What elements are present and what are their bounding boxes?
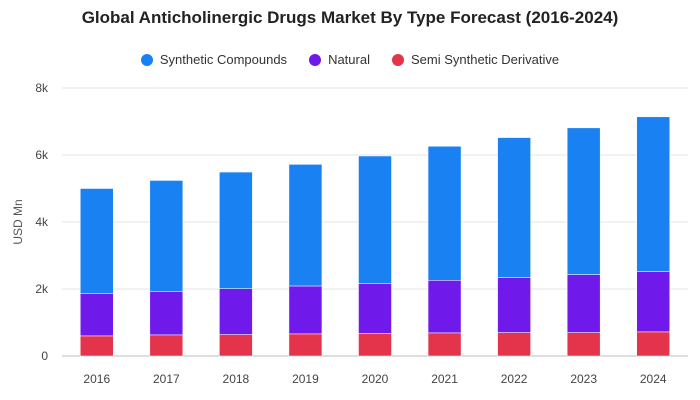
bar-segment-natural-2024[interactable] <box>636 271 670 333</box>
bar-segment-synthetic-compounds-2024[interactable] <box>636 116 670 272</box>
x-tick-label: 2023 <box>570 372 597 386</box>
y-tick-label: 8k <box>35 81 49 95</box>
bar-segment-natural-2018[interactable] <box>219 288 253 335</box>
bar-segment-synthetic-compounds-2022[interactable] <box>497 137 531 278</box>
bar-segment-natural-2021[interactable] <box>427 280 462 334</box>
bar-segment-synthetic-compounds-2016[interactable] <box>80 188 114 294</box>
chart-legend: Synthetic Compounds Natural Semi Synthet… <box>0 52 700 67</box>
y-axis-ticks: 0 2k 4k 6k 8k <box>35 81 49 363</box>
chart-title: Global Anticholinergic Drugs Market By T… <box>81 8 619 27</box>
legend-label-semi-synthetic-derivative: Semi Synthetic Derivative <box>410 52 560 67</box>
y-tick-label: 0 <box>41 349 48 363</box>
x-tick-label: 2022 <box>501 372 528 386</box>
x-tick-label: 2021 <box>431 372 458 386</box>
x-tick-label: 2019 <box>292 372 319 386</box>
bar-segment-natural-2022[interactable] <box>497 277 531 333</box>
bar-segment-synthetic-compounds-2020[interactable] <box>358 155 392 284</box>
bar-segment-natural-2019[interactable] <box>288 285 323 335</box>
bar-segment-natural-2020[interactable] <box>358 283 392 334</box>
bar-segment-semi-synthetic-derivative-2016[interactable] <box>80 335 114 357</box>
y-tick-label: 4k <box>35 215 49 229</box>
bar-segment-semi-synthetic-derivative-2021[interactable] <box>427 332 462 357</box>
x-tick-label: 2016 <box>83 372 110 386</box>
bar-segment-synthetic-compounds-2019[interactable] <box>288 164 323 287</box>
bar-segment-synthetic-compounds-2021[interactable] <box>427 146 462 281</box>
legend-item-semi-synthetic-derivative[interactable]: Semi Synthetic Derivative <box>391 52 560 67</box>
x-tick-label: 2024 <box>640 372 667 386</box>
x-tick-label: 2017 <box>153 372 180 386</box>
bar-segment-semi-synthetic-derivative-2024[interactable] <box>636 331 670 357</box>
bar-segment-synthetic-compounds-2018[interactable] <box>219 171 253 289</box>
legend-swatch-semi-synthetic-derivative <box>391 53 404 66</box>
y-axis-title: USD Mn <box>11 199 25 244</box>
x-axis-ticks: 2016 2017 2018 2019 2020 2021 2022 2023 2024 <box>83 372 666 386</box>
bar-segment-semi-synthetic-derivative-2017[interactable] <box>149 334 184 357</box>
bar-segment-synthetic-compounds-2023[interactable] <box>566 127 601 275</box>
bar-segment-semi-synthetic-derivative-2020[interactable] <box>358 333 392 357</box>
bar-segment-semi-synthetic-derivative-2022[interactable] <box>497 332 531 357</box>
bar-segment-semi-synthetic-derivative-2018[interactable] <box>219 334 253 357</box>
x-tick-label: 2018 <box>223 372 250 386</box>
legend-label-synthetic-compounds: Synthetic Compounds <box>159 52 288 67</box>
legend-swatch-natural <box>309 53 322 66</box>
bar-segment-natural-2023[interactable] <box>566 274 601 333</box>
y-tick-label: 2k <box>35 282 49 296</box>
bars <box>80 116 670 357</box>
bar-segment-synthetic-compounds-2017[interactable] <box>149 180 184 292</box>
bar-segment-semi-synthetic-derivative-2023[interactable] <box>566 332 601 357</box>
x-tick-label: 2020 <box>362 372 389 386</box>
bar-segment-semi-synthetic-derivative-2019[interactable] <box>288 333 323 357</box>
y-tick-label: 6k <box>35 148 49 162</box>
legend-item-natural[interactable]: Natural <box>309 52 370 67</box>
legend-label-natural: Natural <box>328 52 370 67</box>
bar-segment-natural-2017[interactable] <box>149 291 184 336</box>
legend-item-synthetic-compounds[interactable]: Synthetic Compounds <box>140 52 288 67</box>
bar-segment-natural-2016[interactable] <box>80 293 114 337</box>
legend-swatch-synthetic-compounds <box>140 53 153 66</box>
